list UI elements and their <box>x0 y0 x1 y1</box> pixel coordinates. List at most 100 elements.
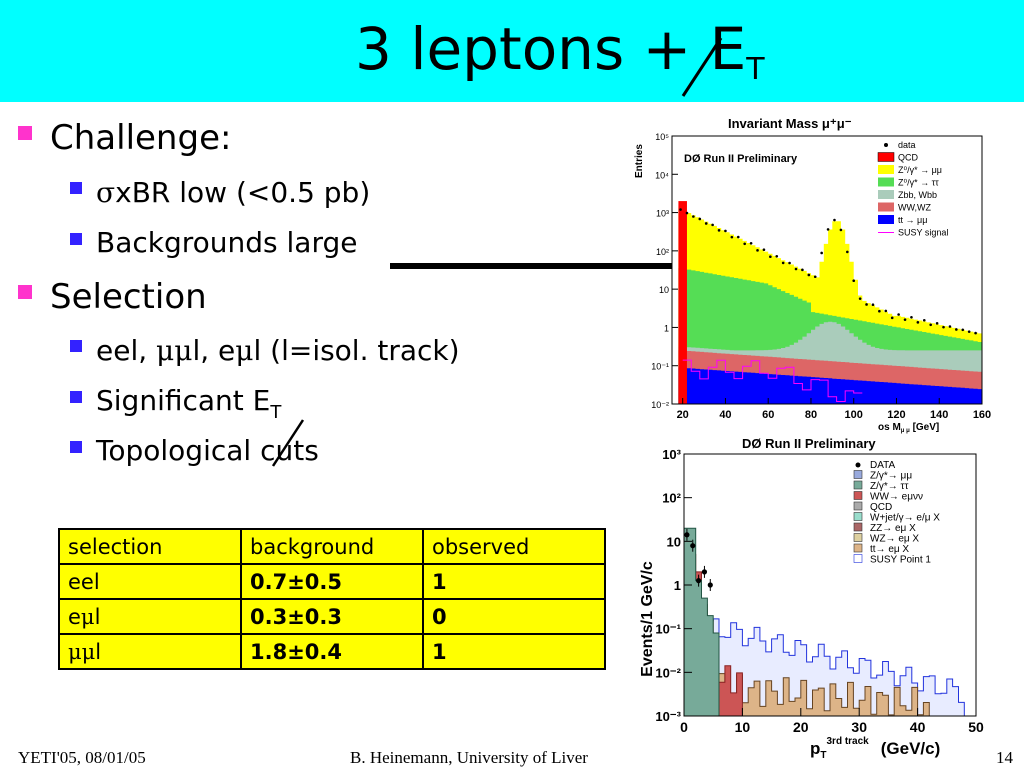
y-tick-label: 10⁴ <box>655 170 669 180</box>
plot1-yticks: 10⁵ 10⁴ 10³ 10² 10 1 10⁻¹ 10⁻² <box>651 132 678 410</box>
x-tick-label: 40 <box>719 409 731 421</box>
data-point <box>813 275 817 279</box>
data-point <box>692 215 695 218</box>
data-point <box>922 318 926 322</box>
bullet-challenge: Challenge: <box>50 118 232 158</box>
y-tick-label: 10³ <box>656 209 669 219</box>
legend-marker <box>878 177 894 187</box>
pt-third-track-plot: DØ Run II Preliminary Events/1 GeV/c DAT… <box>639 436 984 761</box>
data-point <box>961 328 965 332</box>
data-point <box>839 228 843 232</box>
plot1-xlabel: os Mμ μ [GeV] <box>878 422 939 434</box>
data-point <box>890 316 894 320</box>
data-point <box>781 261 785 265</box>
data-point <box>698 217 702 221</box>
data-point <box>724 229 727 233</box>
legend-entry: SUSY Point 1 <box>870 555 931 566</box>
susy-signal-line <box>682 359 863 402</box>
title-bar: 3 leptons + ET <box>0 0 1024 102</box>
data-point <box>801 268 804 272</box>
plot2-xticks: 0 10 20 30 40 50 <box>680 708 984 735</box>
x-tick-label: 20 <box>677 409 689 421</box>
data-point <box>833 218 836 222</box>
plot1-histograms <box>678 201 982 404</box>
y-tick-label: 10⁻³ <box>655 709 681 724</box>
sub-bullet-icon <box>70 340 82 352</box>
legend-entry: Z/γ*→ ττ <box>870 481 909 492</box>
x-tick-label: 20 <box>793 719 809 735</box>
invariant-mass-plot: Invariant Mass μ⁺μ⁻ Entries DØ Run II Pr… <box>634 116 991 434</box>
data-point <box>743 242 746 246</box>
data-point <box>730 235 734 239</box>
y-tick-label: 10 <box>659 285 669 295</box>
y-tick-label: 1 <box>674 578 681 593</box>
data-point <box>897 313 900 316</box>
data-point <box>807 273 811 277</box>
data-point <box>935 322 939 325</box>
legend-marker <box>853 501 863 511</box>
data-point <box>756 249 759 252</box>
data-point <box>826 228 830 231</box>
y-tick-label: 10⁻² <box>651 400 669 410</box>
data-point <box>736 235 740 239</box>
data-point <box>903 318 907 321</box>
data-point <box>769 255 772 258</box>
data-point <box>865 303 868 306</box>
legend-marker <box>853 543 863 553</box>
table-cell: 1.8±0.4 <box>240 633 424 670</box>
x-tick-label: 60 <box>762 409 774 421</box>
legend-marker <box>853 533 863 542</box>
data-point <box>775 254 779 258</box>
sub-bullet-xbr: σxBR low (<0.5 pb) <box>96 176 371 209</box>
legend-marker <box>853 554 863 563</box>
table-cell: eel <box>58 563 242 600</box>
legend-marker <box>855 462 861 468</box>
legend-marker <box>853 491 863 500</box>
plot2-xlabel: pT3rd track (GeV/c) <box>810 736 940 761</box>
data-point <box>762 248 766 252</box>
data-point <box>852 279 856 283</box>
plot1-data-points <box>679 208 977 335</box>
legend-marker <box>878 202 894 212</box>
legend-marker <box>877 152 895 162</box>
table-cell: μμl <box>58 633 242 670</box>
data-point <box>916 321 920 324</box>
x-tick-label: 10 <box>735 719 751 735</box>
qcd-histogram <box>678 201 687 404</box>
table-row: eel 0.7±0.5 1 <box>58 563 606 600</box>
table-cell: 0 <box>422 598 606 635</box>
legend-entry: tt → μμ <box>898 215 927 225</box>
x-tick-label: 160 <box>973 409 991 421</box>
legend-marker <box>878 215 894 224</box>
y-tick-label: 1 <box>664 323 669 333</box>
missing-et-slash-icon <box>271 419 305 467</box>
data-point <box>955 328 958 331</box>
legend-marker <box>853 480 863 490</box>
data-point <box>846 250 849 254</box>
selection-table: selection background observed eel 0.7±0.… <box>58 528 606 670</box>
plot1-ylabel: Entries <box>634 144 645 178</box>
plot1-legend: data QCD Z⁰/γ* → μμ Z⁰/γ* → ττ Zbb, Wbb WW,WZ… <box>877 140 948 238</box>
sub-bullet-icon <box>70 233 82 245</box>
legend-marker <box>878 190 894 199</box>
data-point <box>910 315 913 319</box>
plot1-label: DØ Run II Preliminary <box>684 153 798 165</box>
x-tick-label: 80 <box>805 409 817 421</box>
legend-entry: WW,WZ <box>898 203 931 213</box>
ttbar-histogram <box>678 367 982 404</box>
table-row: μμl 1.8±0.4 1 <box>58 633 606 670</box>
legend-marker <box>853 522 863 532</box>
legend-marker <box>853 470 863 479</box>
bullet-icon <box>18 126 32 140</box>
sub-bullet-significant-et: Significant ET <box>96 384 282 423</box>
data-point <box>685 211 689 215</box>
x-tick-label: 50 <box>968 719 984 735</box>
legend-entry: W+jet/γ→ e/μ X <box>870 513 940 524</box>
x-tick-label: 30 <box>851 719 867 735</box>
data-point <box>929 323 932 327</box>
legend-entry: Z⁰/γ* → μμ <box>898 165 942 175</box>
data-point <box>711 223 714 227</box>
bullet-icon <box>18 285 32 299</box>
plot2-histograms <box>683 527 965 717</box>
